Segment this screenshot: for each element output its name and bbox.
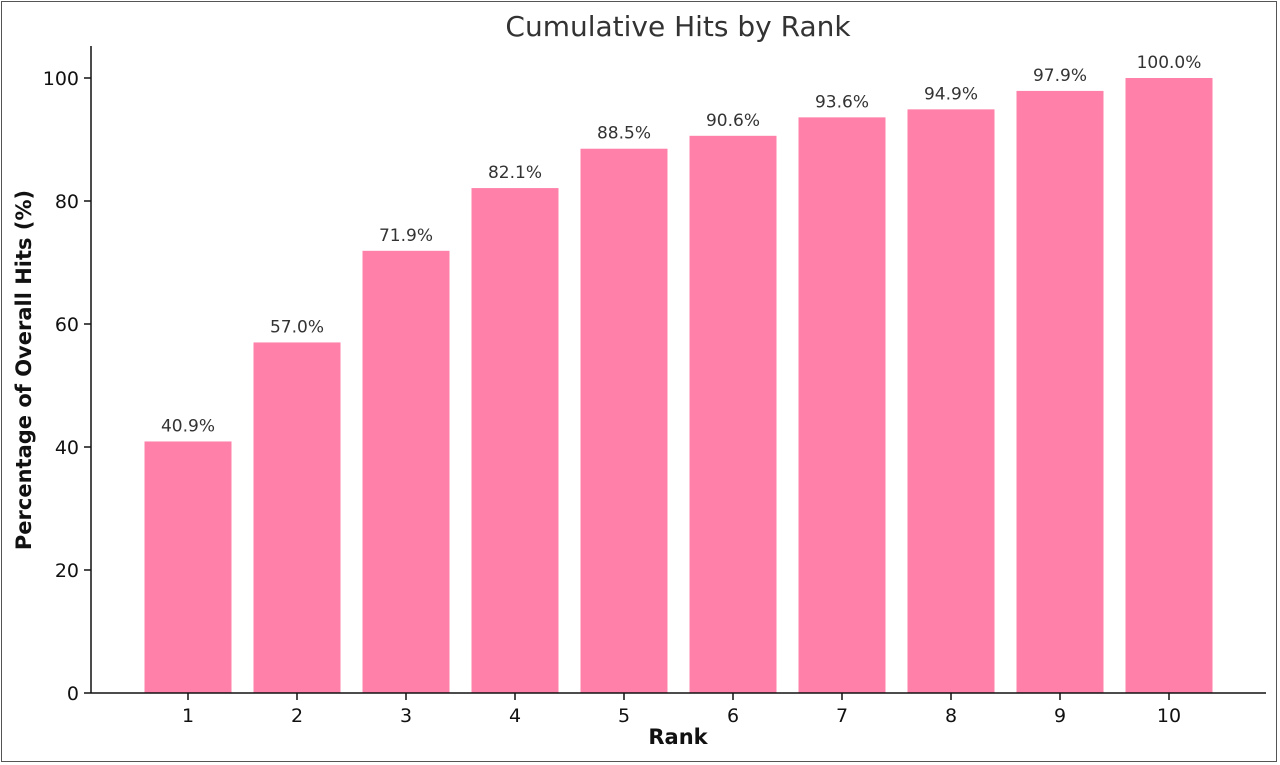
x-tick-label: 3: [400, 705, 412, 727]
y-tick-label: 60: [55, 314, 79, 336]
y-axis-ticks: 0 20 40 60 80 100: [43, 68, 91, 705]
data-label-rank-3: 71.9%: [379, 226, 433, 246]
chart-title: Cumulative Hits by Rank: [505, 10, 851, 43]
bar-rank-2: [253, 342, 341, 693]
y-tick-label: 0: [67, 683, 79, 705]
x-axis-ticks: 1 2 3 4 5 6 7 8 9 10: [182, 693, 1181, 727]
x-tick-label: 2: [291, 705, 303, 727]
x-tick-label: 6: [727, 705, 739, 727]
bar-rank-6: [689, 135, 777, 693]
bar-rank-9: [1016, 90, 1104, 694]
x-tick-label: 5: [618, 705, 630, 727]
x-axis-label: Rank: [648, 725, 708, 749]
y-tick-label: 40: [55, 437, 79, 459]
x-tick-label: 4: [509, 705, 521, 727]
x-tick-label: 1: [182, 705, 194, 727]
bar-rank-1: [144, 441, 232, 693]
x-tick-label: 10: [1157, 705, 1181, 727]
data-label-rank-1: 40.9%: [161, 416, 215, 436]
data-label-rank-9: 97.9%: [1033, 66, 1087, 86]
y-axis-label: Percentage of Overall Hits (%): [12, 190, 36, 550]
y-tick-label: 20: [55, 560, 79, 582]
x-tick-label: 7: [836, 705, 848, 727]
bar-rank-5: [580, 148, 668, 694]
data-label-rank-8: 94.9%: [924, 84, 978, 104]
y-tick-label: 80: [55, 191, 79, 213]
bar-rank-3: [362, 250, 450, 693]
data-label-rank-6: 90.6%: [706, 111, 760, 131]
data-label-rank-10: 100.0%: [1137, 53, 1202, 73]
bar-rank-8: [907, 109, 995, 694]
data-label-rank-2: 57.0%: [270, 317, 324, 337]
data-label-rank-7: 93.6%: [815, 92, 869, 112]
data-label-rank-5: 88.5%: [597, 124, 651, 144]
x-tick-label: 8: [945, 705, 957, 727]
bar-rank-4: [471, 188, 559, 693]
y-tick-label: 100: [43, 68, 79, 90]
bars-group: [144, 78, 1213, 694]
bar-rank-10: [1125, 78, 1213, 693]
x-tick-label: 9: [1054, 705, 1066, 727]
bar-rank-7: [798, 117, 886, 694]
data-label-rank-4: 82.1%: [488, 163, 542, 183]
data-labels-group: 40.9% 57.0% 71.9% 82.1% 88.5% 90.6% 93.6% 94.9%…: [161, 53, 1201, 436]
